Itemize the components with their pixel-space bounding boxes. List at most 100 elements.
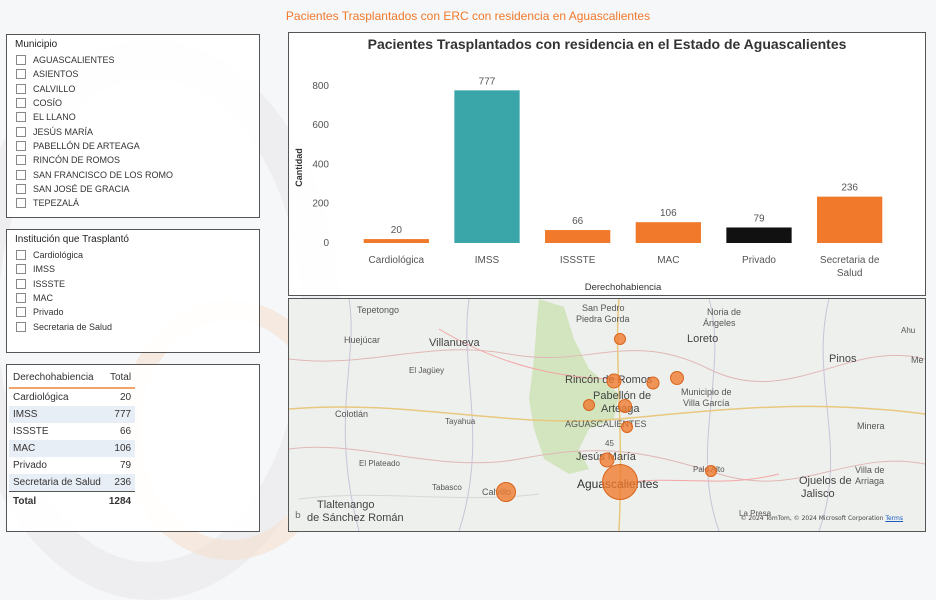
institucion-slicer-item-label: ISSSTE: [33, 278, 66, 289]
municipio-slicer-item[interactable]: COSÍO: [16, 96, 259, 110]
map-bubble-el-llano[interactable]: [705, 465, 717, 477]
map-place-label: El Plateado: [359, 459, 400, 468]
checkbox-icon[interactable]: [16, 198, 26, 209]
municipio-slicer-item[interactable]: CALVILLO: [16, 82, 259, 96]
bar-cardiol-gica[interactable]: [363, 239, 429, 243]
bar-data-label: 777: [479, 76, 496, 87]
map-place-label: Municipio de: [681, 387, 732, 397]
municipio-slicer-item[interactable]: JESÚS MARÍA: [16, 124, 259, 138]
map-canvas[interactable]: Tepetongo San Pedro Piedra Gorda Noria de Án…: [289, 299, 925, 531]
bar-privado[interactable]: [726, 227, 792, 243]
map-place-label: Tayahua: [445, 417, 476, 426]
map-bubble-san-jose-de-gracia[interactable]: [614, 333, 626, 345]
institucion-slicer-item-label: Secretaria de Salud: [33, 321, 113, 332]
municipio-slicer-item[interactable]: SAN JOSÉ DE GRACIA: [16, 182, 259, 196]
checkbox-icon[interactable]: [16, 278, 26, 289]
x-tick-label: Salud: [837, 268, 863, 279]
municipio-slicer-item-label: SAN FRANCISCO DE LOS ROMO: [33, 169, 174, 180]
table-cell-derechohabiencia: Cardiológica: [13, 392, 69, 403]
checkbox-icon[interactable]: [16, 140, 26, 151]
table-row: MAC 106: [9, 440, 136, 457]
bar-data-label: 106: [660, 208, 677, 219]
map-bubble-asientos[interactable]: [621, 421, 633, 433]
institucion-slicer-item-label: Cardiológica: [33, 250, 84, 261]
checkbox-icon[interactable]: [16, 69, 26, 80]
checkbox-icon[interactable]: [16, 98, 26, 109]
y-tick-label: 0: [323, 238, 329, 249]
table-cell-derechohabiencia: ISSSTE: [13, 426, 49, 437]
bar-secretaria-de-salud[interactable]: [817, 196, 883, 243]
map-bubble-cosio[interactable]: [646, 376, 660, 390]
map-place-label: Ojuelos de: [799, 475, 852, 487]
institucion-slicer-item-label: IMSS: [33, 264, 56, 275]
table-row: IMSS 777: [9, 406, 136, 423]
institucion-slicer-item[interactable]: Secretaria de Salud: [16, 319, 259, 333]
checkbox-icon[interactable]: [16, 169, 26, 180]
map-place-label: de Sánchez Román: [307, 512, 404, 524]
municipio-slicer-item-label: AGUASCALIENTES: [33, 55, 115, 66]
table-cell-total: 236: [104, 474, 136, 492]
institucion-slicer-item[interactable]: Privado: [16, 305, 259, 319]
table-row: Cardiológica 20: [9, 388, 135, 406]
checkbox-icon[interactable]: [16, 155, 26, 166]
bar-imss[interactable]: [454, 90, 520, 244]
checkbox-icon[interactable]: [16, 183, 26, 194]
map-place-label: Pabellón de: [593, 390, 652, 402]
municipio-slicer-item[interactable]: TEPEZALÁ: [16, 196, 259, 210]
checkbox-icon[interactable]: [16, 250, 26, 261]
x-tick-label: Secretaria de: [820, 255, 880, 266]
municipio-slicer: Municipio AGUASCALIENTES ASIENTOS CALVILLO…: [6, 34, 260, 218]
checkbox-icon[interactable]: [16, 264, 26, 275]
map-place-label: Me: [911, 355, 924, 365]
table-cell-total: 777: [104, 406, 136, 423]
map-bubble-tepezala[interactable]: [670, 371, 684, 385]
map-place-label: Loreto: [687, 333, 719, 345]
checkbox-icon[interactable]: [16, 112, 26, 123]
municipio-slicer-item[interactable]: AGUASCALIENTES: [16, 53, 259, 67]
institucion-slicer-item[interactable]: MAC: [16, 291, 259, 305]
map-bubble-calvillo[interactable]: [496, 482, 516, 502]
y-axis-label: Cantidad: [294, 148, 304, 187]
checkbox-icon[interactable]: [16, 55, 26, 66]
map-bubble-pabellon[interactable]: [583, 399, 595, 411]
map-bubble-jesus-maria[interactable]: [599, 452, 615, 468]
map-panel[interactable]: Tepetongo San Pedro Piedra Gorda Noria de Án…: [288, 298, 926, 532]
checkbox-icon[interactable]: [16, 321, 26, 332]
map-background: [289, 299, 925, 531]
municipio-slicer-item-label: COSÍO: [33, 98, 63, 109]
map-terms-link[interactable]: Terms: [885, 515, 903, 522]
x-tick-label: MAC: [657, 255, 679, 266]
map-place-label: Piedra Gorda: [576, 314, 630, 324]
y-tick-label: 400: [312, 159, 329, 170]
checkbox-icon[interactable]: [16, 83, 26, 94]
map-bubble-rincon-de-romos[interactable]: [606, 373, 622, 389]
bar-issste[interactable]: [545, 230, 611, 243]
bar-mac[interactable]: [635, 222, 701, 243]
map-bubble-san-francisco[interactable]: [618, 399, 632, 413]
municipio-slicer-item[interactable]: RINCÓN DE ROMOS: [16, 153, 259, 167]
table-cell-derechohabiencia: MAC: [9, 440, 105, 457]
municipio-slicer-item[interactable]: PABELLÓN DE ARTEAGA: [16, 139, 259, 153]
institucion-slicer-item[interactable]: IMSS: [16, 262, 259, 276]
municipio-slicer-item[interactable]: ASIENTOS: [16, 67, 259, 81]
table-header-total[interactable]: Total: [104, 369, 136, 389]
municipio-slicer-item[interactable]: SAN FRANCISCO DE LOS ROMO: [16, 167, 259, 181]
map-bubble-aguascalientes[interactable]: [602, 464, 638, 500]
map-place-label: Huejúcar: [344, 335, 381, 345]
municipio-slicer-item-label: TEPEZALÁ: [33, 198, 80, 209]
table-cell-derechohabiencia: IMSS: [9, 406, 105, 423]
table-row: Privado 79: [9, 457, 135, 474]
municipio-slicer-item[interactable]: EL LLANO: [16, 110, 259, 124]
institucion-slicer-item[interactable]: Cardiológica: [16, 248, 259, 262]
map-place-label: Noria de: [707, 307, 742, 317]
table-cell-total: 20: [119, 392, 132, 403]
checkbox-icon[interactable]: [16, 307, 26, 318]
table-cell-total: 106: [104, 440, 136, 457]
table-header-derechohabiencia[interactable]: Derechohabiencia: [9, 369, 105, 389]
checkbox-icon[interactable]: [16, 293, 26, 304]
institucion-slicer-item-label: Privado: [33, 307, 64, 318]
map-place-label: La Presa: [739, 509, 772, 518]
map-place-label: Villa de: [855, 465, 885, 475]
checkbox-icon[interactable]: [16, 126, 26, 137]
institucion-slicer-item[interactable]: ISSSTE: [16, 277, 259, 291]
